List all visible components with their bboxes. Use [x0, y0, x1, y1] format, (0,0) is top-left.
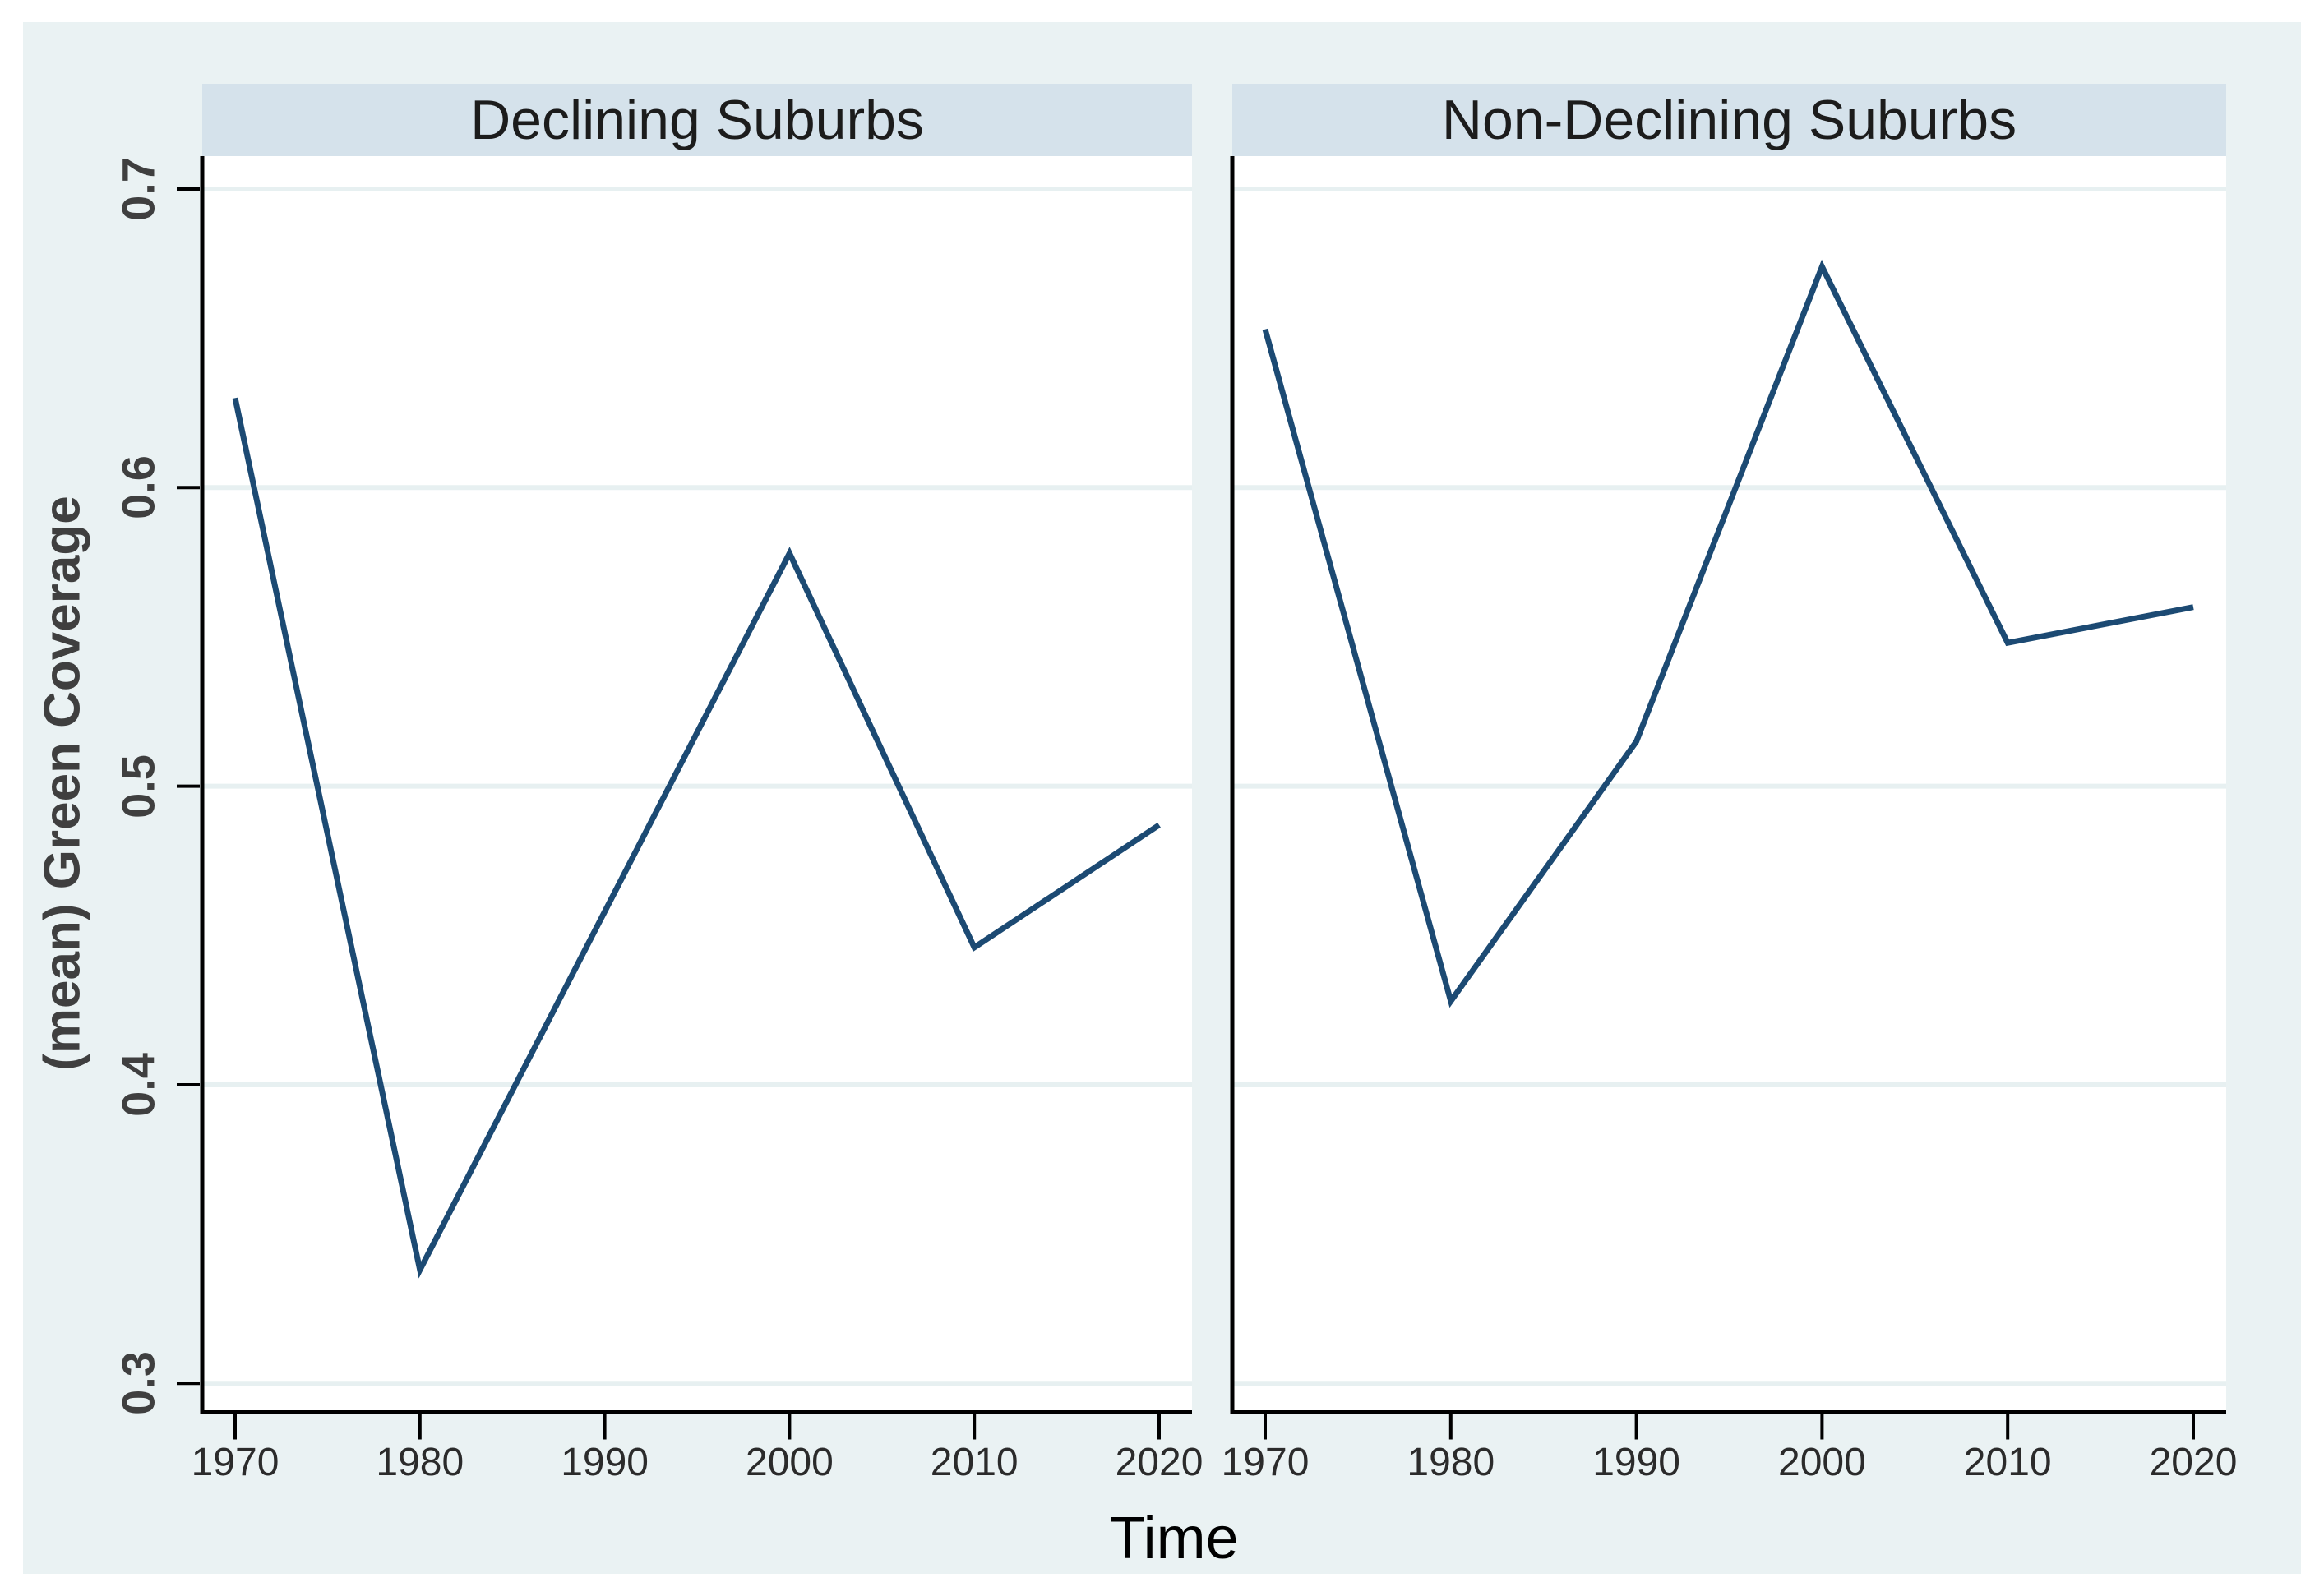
panel-title-declining-suburbs: Declining Suburbs: [202, 84, 1192, 156]
y-tick-label: 0.4: [112, 1053, 164, 1117]
y-tick-label: 0.3: [112, 1351, 164, 1416]
x-tick-label: 1980: [376, 1441, 464, 1484]
panel-title-label: Non-Declining Suburbs: [1441, 89, 2017, 151]
x-tick-label: 1970: [1221, 1441, 1310, 1484]
chart-canvas: [177, 156, 2226, 1440]
x-axis-title: Time: [1109, 1506, 1239, 1571]
graph-region: Declining Suburbs Non-Declining Suburbs …: [23, 22, 2301, 1574]
x-tick-label: 1990: [561, 1441, 649, 1484]
x-tick-label: 2020: [2149, 1441, 2238, 1484]
panel-title-label: Declining Suburbs: [470, 89, 924, 151]
y-tick-label: 0.7: [112, 157, 164, 221]
y-tick-label: 0.6: [112, 455, 164, 520]
panel-title-non-declining-suburbs: Non-Declining Suburbs: [1232, 84, 2226, 156]
x-tick-label: 1980: [1407, 1441, 1495, 1484]
x-tick-label: 1990: [1592, 1441, 1680, 1484]
x-tick-label: 2010: [1963, 1441, 2052, 1484]
x-tick-label: 2000: [1778, 1441, 1866, 1484]
x-tick-label: 2020: [1115, 1441, 1204, 1484]
x-tick-label: 1970: [191, 1441, 280, 1484]
x-tick-label: 2000: [746, 1441, 834, 1484]
y-tick-label: 0.5: [112, 754, 164, 819]
y-axis-title: (mean) Green Coverage: [34, 496, 91, 1071]
x-tick-label: 2010: [930, 1441, 1019, 1484]
